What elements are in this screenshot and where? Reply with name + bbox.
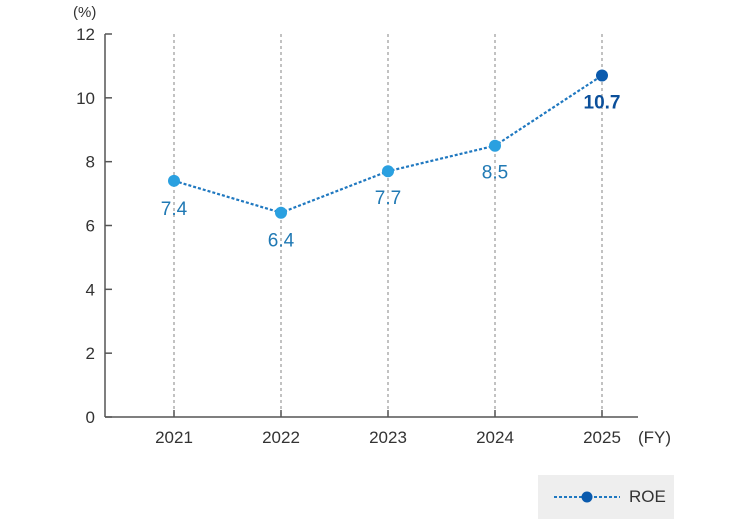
x-tick-label-2025: 2025 bbox=[583, 428, 621, 447]
data-label-2024: 8.5 bbox=[482, 163, 508, 184]
data-label-2023: 7.7 bbox=[375, 188, 401, 209]
x-tick-label-2024: 2024 bbox=[476, 428, 514, 447]
x-axis-ticks: 2021 2022 2023 2024 2025 bbox=[155, 410, 621, 447]
y-tick-label-12: 12 bbox=[76, 25, 95, 44]
data-point-2023 bbox=[382, 165, 394, 178]
y-axis-ticks: 0 2 4 6 8 10 12 bbox=[76, 25, 112, 427]
legend-label-roe: ROE bbox=[629, 487, 666, 506]
data-point-2022 bbox=[275, 206, 287, 219]
vertical-gridlines bbox=[173, 34, 603, 417]
y-tick-label-10: 10 bbox=[76, 89, 95, 108]
data-point-2025 bbox=[596, 69, 608, 82]
y-tick-label-2: 2 bbox=[86, 344, 95, 363]
x-tick-label-2021: 2021 bbox=[155, 428, 193, 447]
legend: ROE bbox=[538, 475, 674, 519]
legend-swatch-roe bbox=[554, 491, 620, 503]
y-tick-label-0: 0 bbox=[86, 408, 95, 427]
x-unit-label: (FY) bbox=[638, 428, 671, 447]
y-tick-label-6: 6 bbox=[86, 217, 95, 236]
data-label-2025: 10.7 bbox=[584, 92, 621, 113]
roe-series: 7.4 6.4 7.7 8.5 10.7 bbox=[161, 69, 621, 252]
y-tick-label-8: 8 bbox=[86, 153, 95, 172]
x-tick-label-2022: 2022 bbox=[262, 428, 300, 447]
data-label-2021: 7.4 bbox=[161, 199, 188, 220]
data-point-2024 bbox=[489, 139, 501, 152]
y-tick-label-4: 4 bbox=[86, 280, 95, 299]
y-unit-label: (%) bbox=[73, 4, 96, 21]
data-label-2022: 6.4 bbox=[268, 231, 295, 252]
x-tick-label-2023: 2023 bbox=[369, 428, 407, 447]
data-point-2021 bbox=[168, 174, 180, 187]
axes bbox=[104, 34, 638, 418]
